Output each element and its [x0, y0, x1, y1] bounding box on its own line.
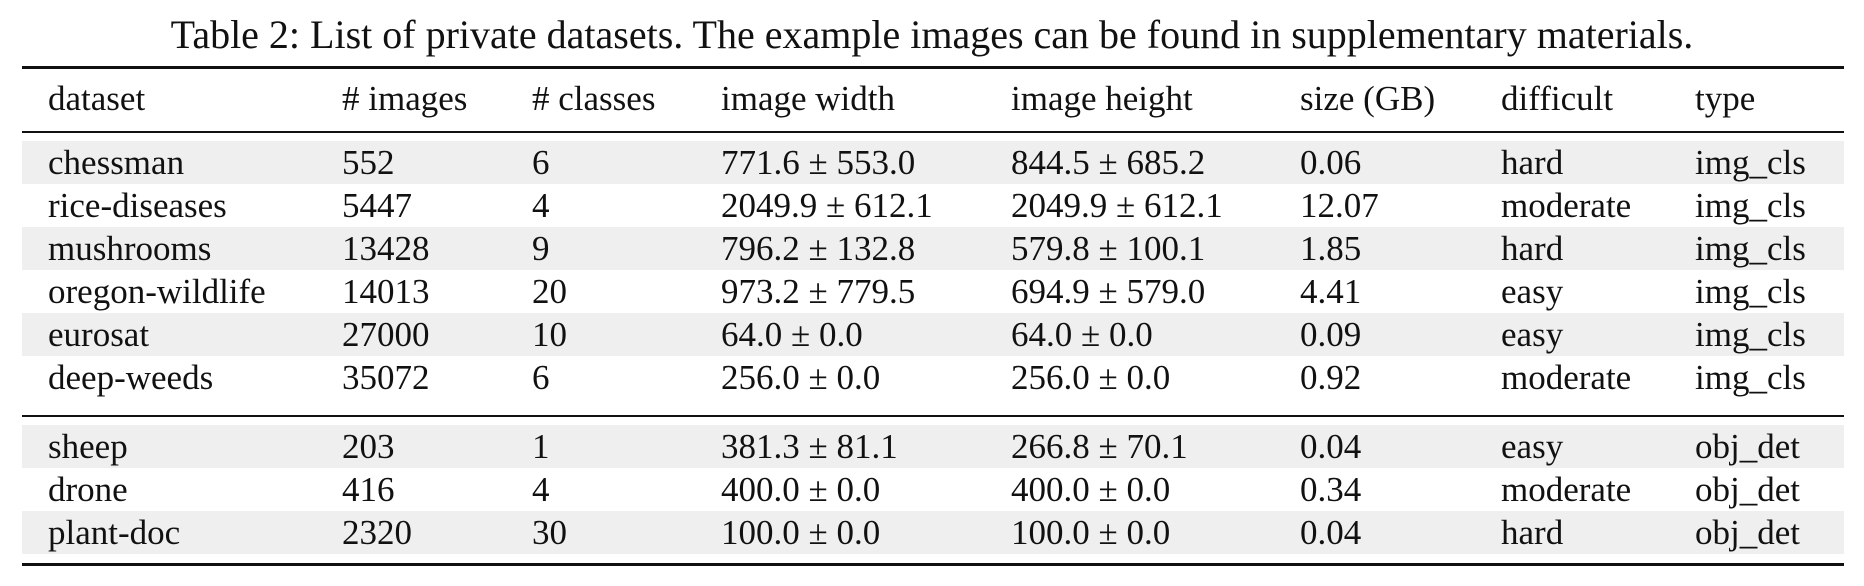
table-row: chessman 552 6 771.6 ± 553.0 844.5 ± 685…: [22, 141, 1844, 184]
cell-type: obj_det: [1695, 427, 1800, 466]
header-type: type: [1695, 79, 1756, 118]
cell-type: img_cls: [1695, 143, 1806, 182]
cell-images: 13428: [342, 229, 430, 268]
table-row: plant-doc 2320 30 100.0 ± 0.0 100.0 ± 0.…: [22, 511, 1844, 554]
cell-images: 5447: [342, 186, 412, 225]
cell-classes: 4: [532, 186, 550, 225]
cell-type: img_cls: [1695, 315, 1806, 354]
cell-dataset: plant-doc: [48, 513, 181, 552]
cell-classes: 30: [532, 513, 567, 552]
cell-type: obj_det: [1695, 513, 1800, 552]
cell-image-width: 973.2 ± 779.5: [721, 272, 916, 311]
cell-images: 416: [342, 470, 395, 509]
cell-type: img_cls: [1695, 229, 1806, 268]
table-row: oregon-wildlife 14013 20 973.2 ± 779.5 6…: [22, 270, 1844, 313]
cell-image-width: 771.6 ± 553.0: [721, 143, 916, 182]
header-classes: # classes: [532, 79, 656, 118]
cell-image-width: 2049.9 ± 612.1: [721, 186, 933, 225]
header-rule: [22, 131, 1844, 133]
cell-dataset: mushrooms: [48, 229, 212, 268]
table-header-row: dataset # images # classes image width i…: [22, 74, 1844, 118]
cell-difficult: hard: [1501, 143, 1564, 182]
cell-image-height: 844.5 ± 685.2: [1011, 143, 1206, 182]
cell-difficult: moderate: [1501, 358, 1632, 397]
cell-type: img_cls: [1695, 186, 1806, 225]
cell-size: 0.04: [1300, 513, 1362, 552]
cell-images: 27000: [342, 315, 430, 354]
cell-image-height: 400.0 ± 0.0: [1011, 470, 1171, 509]
cell-image-height: 100.0 ± 0.0: [1011, 513, 1171, 552]
cell-type: img_cls: [1695, 358, 1806, 397]
cell-images: 2320: [342, 513, 412, 552]
header-difficult: difficult: [1501, 79, 1614, 118]
cell-classes: 4: [532, 470, 550, 509]
cell-size: 0.06: [1300, 143, 1362, 182]
bottom-rule: [22, 563, 1844, 566]
cell-image-width: 796.2 ± 132.8: [721, 229, 916, 268]
cell-classes: 9: [532, 229, 550, 268]
cell-classes: 20: [532, 272, 567, 311]
cell-image-height: 266.8 ± 70.1: [1011, 427, 1188, 466]
header-image-width: image width: [721, 79, 895, 118]
cell-size: 0.04: [1300, 427, 1362, 466]
cell-image-height: 256.0 ± 0.0: [1011, 358, 1171, 397]
table-row: sheep 203 1 381.3 ± 81.1 266.8 ± 70.1 0.…: [22, 425, 1844, 468]
cell-dataset: drone: [48, 470, 128, 509]
cell-dataset: oregon-wildlife: [48, 272, 266, 311]
cell-dataset: eurosat: [48, 315, 150, 354]
table-caption: Table 2: List of private datasets. The e…: [170, 12, 1694, 57]
cell-classes: 10: [532, 315, 567, 354]
table-row: mushrooms 13428 9 796.2 ± 132.8 579.8 ± …: [22, 227, 1844, 270]
header-image-height: image height: [1011, 79, 1193, 118]
cell-dataset: sheep: [48, 427, 128, 466]
cell-difficult: easy: [1501, 315, 1564, 354]
cell-image-height: 694.9 ± 579.0: [1011, 272, 1206, 311]
cell-images: 35072: [342, 358, 430, 397]
cell-type: obj_det: [1695, 470, 1800, 509]
cell-difficult: moderate: [1501, 470, 1632, 509]
cell-image-width: 64.0 ± 0.0: [721, 315, 863, 354]
table-row: drone 416 4 400.0 ± 0.0 400.0 ± 0.0 0.34…: [22, 468, 1844, 511]
cell-dataset: rice-diseases: [48, 186, 227, 225]
top-rule: [22, 66, 1844, 69]
cell-image-height: 579.8 ± 100.1: [1011, 229, 1206, 268]
table-row: rice-diseases 5447 4 2049.9 ± 612.1 2049…: [22, 184, 1844, 227]
cell-classes: 1: [532, 427, 550, 466]
table-row: eurosat 27000 10 64.0 ± 0.0 64.0 ± 0.0 0…: [22, 313, 1844, 356]
cell-type: img_cls: [1695, 272, 1806, 311]
header-dataset: dataset: [48, 79, 146, 118]
cell-size: 1.85: [1300, 229, 1362, 268]
cell-image-width: 100.0 ± 0.0: [721, 513, 881, 552]
cell-difficult: easy: [1501, 272, 1564, 311]
header-size: size (GB): [1300, 79, 1436, 118]
cell-image-width: 400.0 ± 0.0: [721, 470, 881, 509]
cell-difficult: easy: [1501, 427, 1564, 466]
cell-size: 4.41: [1300, 272, 1362, 311]
group-separator-rule: [22, 415, 1844, 417]
cell-size: 0.34: [1300, 470, 1362, 509]
header-images: # images: [342, 79, 468, 118]
cell-images: 203: [342, 427, 395, 466]
cell-difficult: hard: [1501, 229, 1564, 268]
cell-images: 14013: [342, 272, 430, 311]
table-row: deep-weeds 35072 6 256.0 ± 0.0 256.0 ± 0…: [22, 356, 1844, 399]
cell-size: 0.92: [1300, 358, 1362, 397]
cell-image-width: 381.3 ± 81.1: [721, 427, 898, 466]
cell-images: 552: [342, 143, 395, 182]
cell-image-height: 64.0 ± 0.0: [1011, 315, 1153, 354]
cell-classes: 6: [532, 358, 550, 397]
cell-size: 0.09: [1300, 315, 1362, 354]
cell-dataset: deep-weeds: [48, 358, 214, 397]
cell-size: 12.07: [1300, 186, 1379, 225]
cell-difficult: hard: [1501, 513, 1564, 552]
cell-classes: 6: [532, 143, 550, 182]
cell-image-width: 256.0 ± 0.0: [721, 358, 881, 397]
cell-dataset: chessman: [48, 143, 185, 182]
cell-image-height: 2049.9 ± 612.1: [1011, 186, 1223, 225]
cell-difficult: moderate: [1501, 186, 1632, 225]
